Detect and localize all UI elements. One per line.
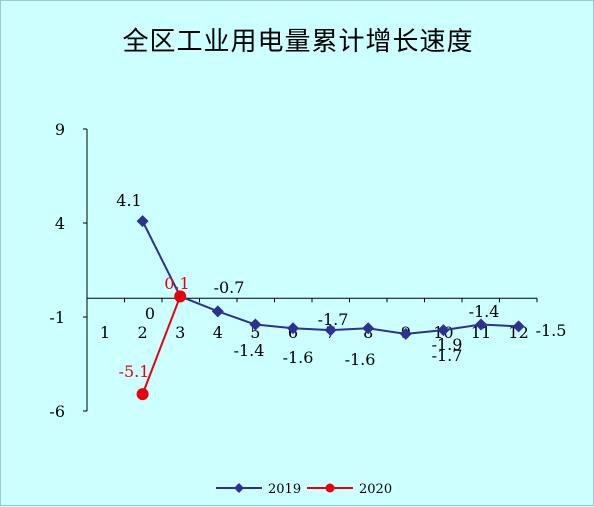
x-tick-label: 3 bbox=[175, 323, 185, 342]
y-tick-label: -1 bbox=[49, 308, 65, 327]
x-tick-label: 11 bbox=[471, 323, 491, 342]
legend-label: 2019 bbox=[268, 482, 301, 497]
data-label: -1.7 bbox=[432, 346, 463, 365]
data-label: -0.7 bbox=[214, 278, 245, 297]
data-label: -1.7 bbox=[318, 310, 349, 329]
x-tick-label: 1 bbox=[100, 323, 110, 342]
y-tick-label: -6 bbox=[49, 402, 65, 421]
x-tick-label: 2 bbox=[138, 323, 148, 342]
data-label: -5.1 bbox=[119, 362, 150, 381]
data-point bbox=[249, 318, 262, 331]
data-point bbox=[512, 320, 525, 333]
data-point bbox=[475, 318, 487, 331]
data-label: 0 bbox=[145, 304, 155, 323]
series-line-2020 bbox=[141, 295, 182, 395]
data-label: -1.6 bbox=[283, 348, 314, 367]
data-point bbox=[399, 327, 412, 340]
data-point bbox=[136, 215, 149, 228]
data-label: -1.4 bbox=[234, 341, 265, 360]
y-tick-label: 9 bbox=[55, 120, 65, 139]
data-label: -1.5 bbox=[536, 321, 567, 340]
data-point bbox=[437, 324, 450, 337]
x-tick-label: 5 bbox=[250, 323, 260, 342]
legend-marker bbox=[234, 483, 244, 493]
chart-title: 全区工业用电量累计增长速度 bbox=[122, 27, 474, 57]
data-point bbox=[287, 322, 299, 335]
data-point bbox=[362, 322, 375, 335]
data-point bbox=[136, 388, 149, 401]
data-label: -1.9 bbox=[432, 335, 463, 354]
legend-marker bbox=[325, 483, 335, 493]
data-label: 4.1 bbox=[116, 191, 141, 210]
data-point bbox=[211, 305, 224, 318]
data-point bbox=[174, 290, 187, 303]
data-point bbox=[324, 324, 337, 337]
x-tick-label: 12 bbox=[508, 323, 528, 342]
x-tick-label: 4 bbox=[213, 323, 223, 342]
legend-label: 2020 bbox=[359, 482, 392, 497]
y-tick-label: 4 bbox=[55, 214, 65, 233]
data-label: -1.6 bbox=[345, 350, 376, 369]
data-label: -1.4 bbox=[469, 302, 500, 321]
data-label: 0.1 bbox=[164, 274, 189, 293]
